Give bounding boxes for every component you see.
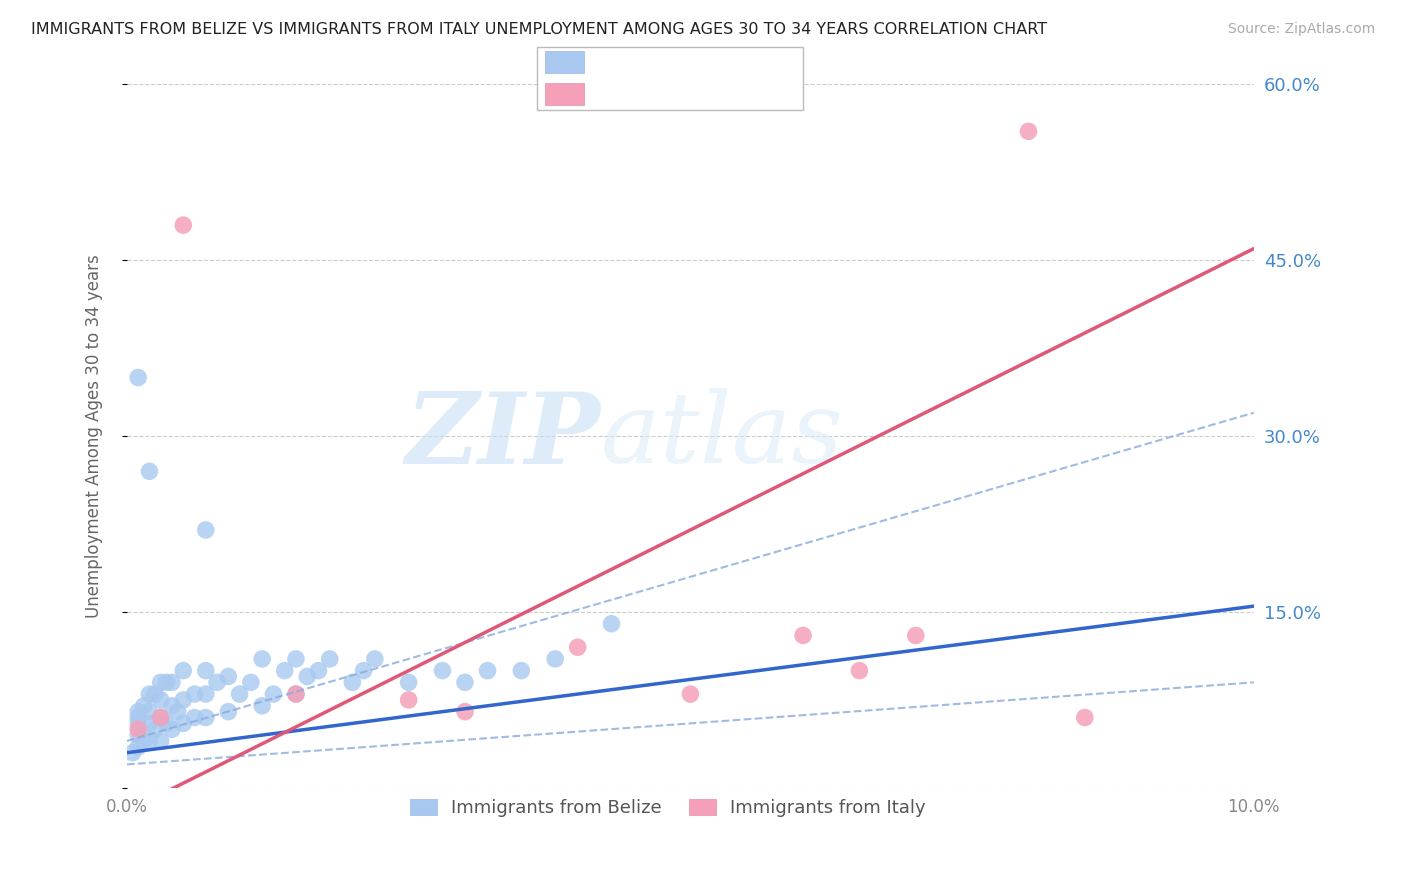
Point — [172, 218, 194, 232]
Point — [183, 710, 205, 724]
Point — [239, 675, 262, 690]
Point — [792, 628, 814, 642]
Point — [1074, 710, 1097, 724]
Point — [149, 710, 172, 724]
Point — [250, 698, 273, 713]
Point — [364, 652, 387, 666]
Point — [127, 705, 149, 719]
Point — [149, 734, 172, 748]
Text: R =: R = — [595, 53, 634, 71]
Text: 13: 13 — [737, 85, 762, 103]
Point — [284, 687, 307, 701]
Point — [432, 664, 454, 678]
Point — [160, 675, 183, 690]
Point — [353, 664, 375, 678]
Point — [166, 705, 188, 719]
Text: atlas: atlas — [600, 389, 844, 483]
Point — [284, 652, 307, 666]
Point — [149, 710, 172, 724]
Point — [297, 669, 319, 683]
Text: 0.652: 0.652 — [641, 85, 699, 103]
Point — [138, 716, 160, 731]
Point — [567, 640, 589, 655]
Point — [127, 728, 149, 742]
Point — [342, 675, 364, 690]
Point — [149, 675, 172, 690]
Point — [273, 664, 295, 678]
Point — [127, 739, 149, 754]
Point — [544, 652, 567, 666]
Point — [194, 687, 217, 701]
Point — [477, 664, 499, 678]
Point — [454, 675, 477, 690]
Point — [155, 675, 177, 690]
Bar — [546, 83, 583, 104]
Point — [398, 675, 420, 690]
Point — [194, 710, 217, 724]
Point — [127, 710, 149, 724]
Point — [454, 705, 477, 719]
Point — [127, 723, 149, 737]
Point — [205, 675, 228, 690]
Text: Source: ZipAtlas.com: Source: ZipAtlas.com — [1227, 22, 1375, 37]
Point — [679, 687, 702, 701]
Point — [172, 716, 194, 731]
Bar — [546, 51, 583, 73]
Point — [160, 723, 183, 737]
FancyBboxPatch shape — [537, 46, 803, 111]
Point — [121, 746, 143, 760]
Point — [228, 687, 250, 701]
Point — [138, 705, 160, 719]
Legend: Immigrants from Belize, Immigrants from Italy: Immigrants from Belize, Immigrants from … — [402, 792, 934, 824]
Point — [250, 652, 273, 666]
Point — [138, 734, 160, 748]
Point — [172, 693, 194, 707]
Point — [217, 669, 239, 683]
Point — [194, 664, 217, 678]
Point — [127, 716, 149, 731]
Point — [138, 464, 160, 478]
Point — [904, 628, 927, 642]
Text: R =: R = — [595, 85, 634, 103]
Text: IMMIGRANTS FROM BELIZE VS IMMIGRANTS FROM ITALY UNEMPLOYMENT AMONG AGES 30 TO 34: IMMIGRANTS FROM BELIZE VS IMMIGRANTS FRO… — [31, 22, 1047, 37]
Point — [149, 693, 172, 707]
Point — [132, 734, 155, 748]
Point — [600, 616, 623, 631]
Text: N =: N = — [699, 85, 738, 103]
Point — [127, 370, 149, 384]
Point — [138, 687, 160, 701]
Text: N =: N = — [699, 53, 738, 71]
Point — [398, 693, 420, 707]
Point — [510, 664, 533, 678]
Point — [1017, 124, 1039, 138]
Point — [319, 652, 342, 666]
Point — [155, 716, 177, 731]
Point — [183, 687, 205, 701]
Point — [172, 664, 194, 678]
Point — [262, 687, 284, 701]
Text: 0.274: 0.274 — [641, 53, 699, 71]
Point — [143, 723, 166, 737]
Point — [848, 664, 870, 678]
Text: ZIP: ZIP — [405, 388, 600, 484]
Point — [308, 664, 330, 678]
Point — [132, 698, 155, 713]
Point — [160, 698, 183, 713]
Text: 56: 56 — [737, 53, 762, 71]
Point — [194, 523, 217, 537]
Point — [284, 687, 307, 701]
Point — [143, 687, 166, 701]
Point — [217, 705, 239, 719]
Y-axis label: Unemployment Among Ages 30 to 34 years: Unemployment Among Ages 30 to 34 years — [86, 254, 103, 618]
